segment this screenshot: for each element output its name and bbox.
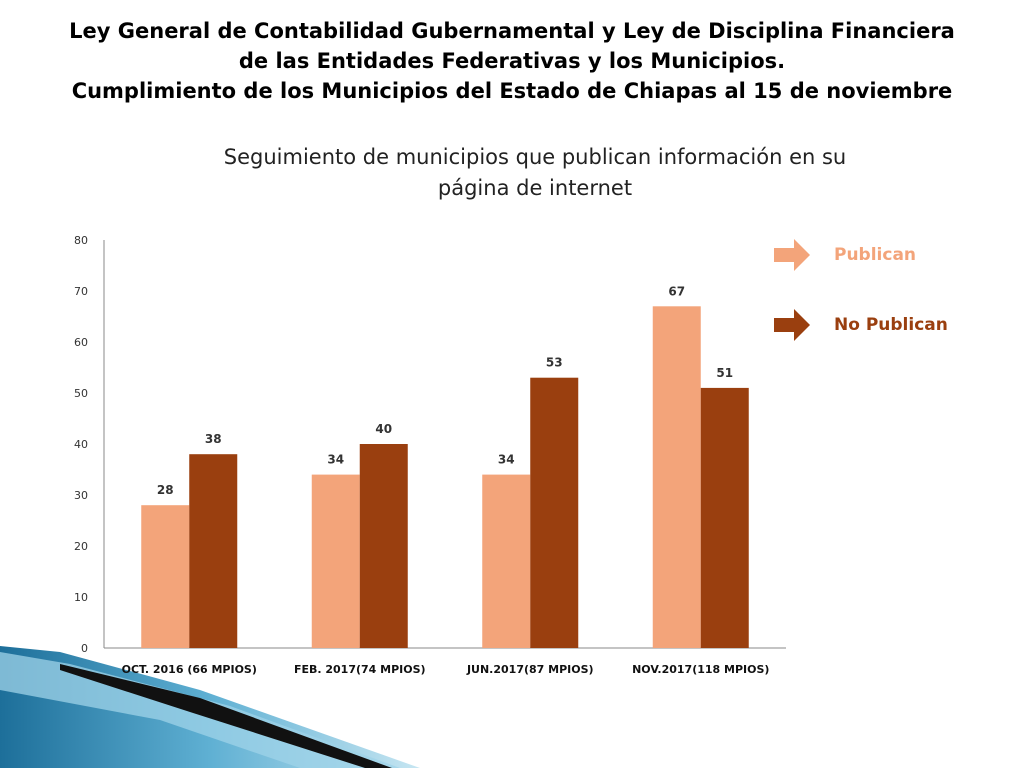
bar <box>652 306 701 648</box>
legend-item-publican: Publican <box>772 236 916 276</box>
heading-line-3: Cumplimiento de los Municipios del Estad… <box>71 79 953 103</box>
bar <box>141 505 190 648</box>
y-tick-label: 0 <box>81 642 88 655</box>
x-tick-label: JUN.2017(87 MPIOS) <box>466 663 594 676</box>
bar <box>700 387 749 648</box>
heading-line-2: de las Entidades Federativas y los Munic… <box>238 49 786 73</box>
y-tick-label: 70 <box>74 285 88 298</box>
y-tick-label: 10 <box>74 591 88 604</box>
y-tick-label: 40 <box>74 438 88 451</box>
y-tick-label: 50 <box>74 387 88 400</box>
legend-label-no-publican: No Publican <box>834 315 948 335</box>
y-tick-label: 30 <box>74 489 88 502</box>
x-tick-label: FEB. 2017(74 MPIOS) <box>294 663 426 676</box>
page-heading: Ley General de Contabilidad Gubernamenta… <box>0 16 1024 106</box>
data-label: 28 <box>157 483 174 497</box>
legend-label-publican: Publican <box>834 245 917 265</box>
data-label: 34 <box>498 453 515 467</box>
data-label: 67 <box>668 284 685 298</box>
chart-title: Seguimiento de municipios que publican i… <box>100 142 970 204</box>
data-label: 53 <box>546 356 563 370</box>
data-label: 40 <box>375 422 392 436</box>
bar <box>530 377 579 648</box>
y-tick-label: 80 <box>74 234 88 247</box>
legend-item-no-publican: No Publican <box>772 306 948 346</box>
chart-title-line-2: página de internet <box>437 176 633 200</box>
heading-line-1: Ley General de Contabilidad Gubernamenta… <box>69 19 955 43</box>
legend-arrow-no-publican-icon <box>774 309 810 341</box>
y-tick-label: 20 <box>74 540 88 553</box>
bar <box>359 444 408 648</box>
data-label: 34 <box>327 453 344 467</box>
bar <box>482 474 531 648</box>
bar <box>189 454 238 648</box>
x-tick-label: NOV.2017(118 MPIOS) <box>632 663 769 676</box>
bar <box>311 474 360 648</box>
x-tick-label: OCT. 2016 (66 MPIOS) <box>122 663 257 676</box>
data-label: 51 <box>716 366 733 380</box>
data-label: 38 <box>205 432 222 446</box>
legend-arrow-publican-icon <box>774 239 810 271</box>
y-tick-label: 60 <box>74 336 88 349</box>
chart-title-line-1: Seguimiento de municipios que publican i… <box>223 145 847 169</box>
